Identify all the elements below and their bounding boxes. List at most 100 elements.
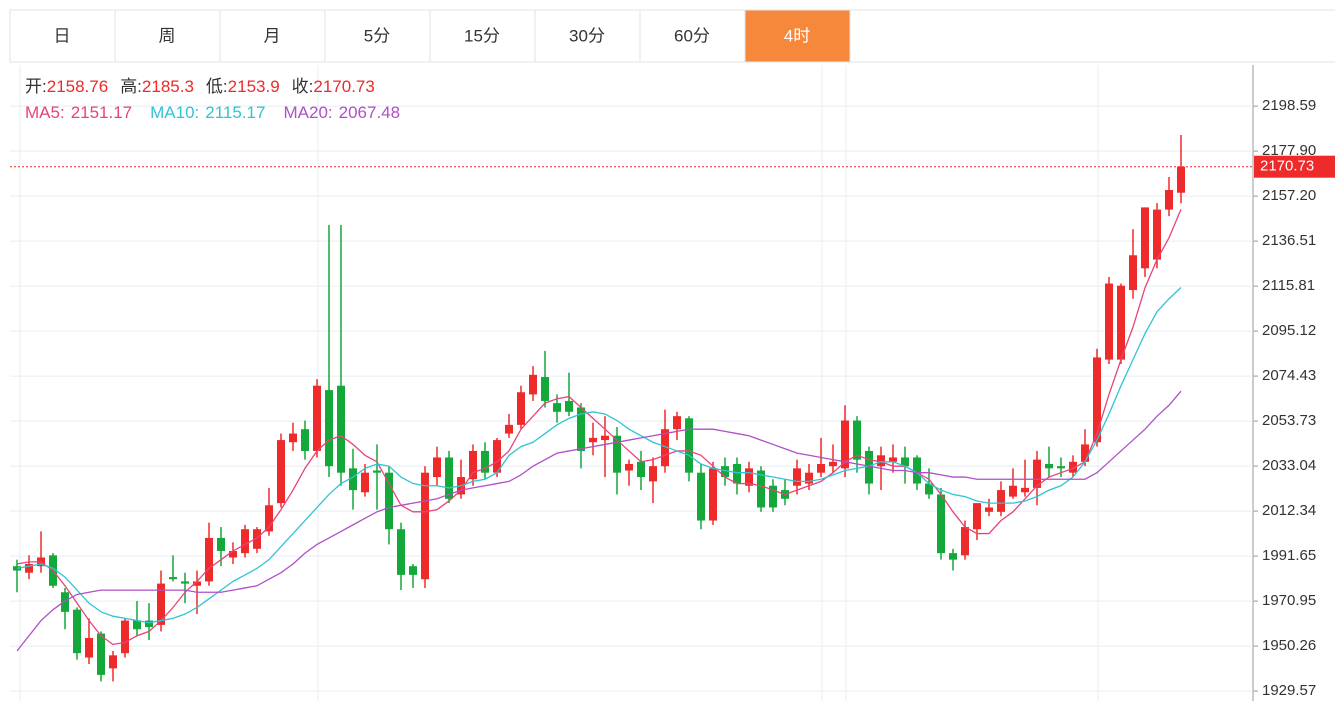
candle-body — [205, 537, 213, 582]
candle-body — [1177, 166, 1185, 193]
last-price-tag — [1254, 155, 1335, 178]
tab-label[interactable]: 30分 — [569, 26, 605, 45]
candle-body — [1105, 283, 1113, 360]
ma-name: MA5: — [25, 103, 65, 122]
candle-body — [1093, 357, 1101, 443]
candle-body — [673, 416, 681, 430]
candle-body — [217, 537, 225, 551]
y-tick-label: 2033.04 — [1262, 457, 1316, 474]
candle-body — [1141, 207, 1149, 269]
candle-body — [817, 463, 825, 473]
candle-body — [649, 466, 657, 482]
candle-body — [109, 655, 117, 669]
last-price-label: 2170.73 — [1260, 158, 1314, 175]
candle-body — [1129, 255, 1137, 291]
candle-body — [697, 472, 705, 521]
candle-body — [745, 468, 753, 486]
candle-body — [613, 435, 621, 473]
candle-body — [13, 566, 21, 571]
y-tick-label: 1970.95 — [1262, 592, 1316, 609]
ohlc-label: 开: — [25, 77, 47, 96]
ma-value: 2151.17 — [71, 103, 132, 122]
candle-body — [505, 424, 513, 434]
tab[interactable] — [639, 9, 746, 63]
candle-body — [577, 407, 585, 451]
candle-body — [25, 564, 33, 573]
candle-body — [301, 429, 309, 451]
candle-body — [1117, 285, 1125, 360]
candle-body — [133, 620, 141, 630]
candle-body — [241, 529, 249, 554]
candle-body — [517, 392, 525, 425]
candle-body — [337, 385, 345, 473]
candle-body — [541, 377, 549, 401]
candle-body — [145, 620, 153, 628]
candle-body — [397, 529, 405, 575]
y-tick-label: 2136.51 — [1262, 232, 1316, 249]
candle-body — [157, 583, 165, 625]
candle-body — [925, 483, 933, 495]
candle-body — [1081, 444, 1089, 462]
ohlc-value: 2170.73 — [313, 77, 374, 96]
candle-body — [985, 507, 993, 512]
candle-body — [433, 457, 441, 478]
tab-label[interactable]: 月 — [264, 26, 281, 45]
candle-body — [421, 472, 429, 580]
candle-body — [1009, 485, 1017, 497]
candle-body — [121, 620, 129, 654]
candle-body — [805, 472, 813, 484]
candle-body — [409, 566, 417, 575]
candle-body — [565, 400, 573, 412]
ma-legend: MA5: 2151.17 MA10: 2115.17 MA20: 2067.48 — [25, 103, 400, 122]
tab[interactable] — [534, 9, 641, 63]
candle-body — [865, 450, 873, 484]
tab-label[interactable]: 日 — [54, 26, 71, 45]
candle-body — [685, 418, 693, 473]
ma-line — [16, 287, 1182, 624]
candle-body — [493, 440, 501, 473]
candle-body — [1021, 487, 1029, 493]
candle-body — [169, 577, 177, 580]
candle-body — [877, 455, 885, 467]
tab-label[interactable]: 5分 — [364, 26, 390, 45]
tab[interactable] — [744, 9, 851, 63]
candle-body — [277, 440, 285, 504]
candle-body — [709, 468, 717, 521]
ma-name: MA20: — [283, 103, 332, 122]
candle-body — [253, 529, 261, 549]
y-tick-label: 1950.26 — [1262, 637, 1316, 654]
candle-body — [97, 633, 105, 675]
candle-body — [1057, 466, 1065, 469]
candle-body — [1165, 190, 1173, 210]
tab-label[interactable]: 4时 — [784, 26, 810, 45]
candle-body — [1153, 209, 1161, 260]
candle-body — [901, 457, 909, 467]
tab-label[interactable]: 60分 — [674, 26, 710, 45]
candle-body — [349, 468, 357, 491]
ohlc-value: 2158.76 — [47, 77, 108, 96]
candle-body — [469, 450, 477, 480]
candle-body — [553, 403, 561, 412]
y-tick-label: 2012.34 — [1262, 502, 1316, 519]
tab[interactable] — [9, 9, 116, 63]
ma-value: 2115.17 — [205, 103, 265, 122]
candle-body — [481, 450, 489, 473]
candle-body — [757, 470, 765, 508]
tab-label[interactable]: 15分 — [464, 26, 500, 45]
candle-body — [313, 385, 321, 451]
y-tick-label: 2177.90 — [1262, 142, 1316, 159]
tab-label[interactable]: 周 — [159, 26, 176, 45]
candle-body — [385, 472, 393, 530]
tab[interactable] — [114, 9, 221, 63]
candle-body — [733, 463, 741, 484]
candle-body — [637, 461, 645, 478]
candle-body — [445, 457, 453, 499]
candle-body — [829, 461, 837, 467]
candle-body — [769, 485, 777, 508]
ohlc-label: 低: — [206, 77, 228, 96]
candle-body — [529, 374, 537, 395]
candle-body — [841, 420, 849, 469]
y-tick-label: 2157.20 — [1262, 187, 1316, 204]
candle-body — [721, 466, 729, 478]
ma-line — [16, 208, 1182, 646]
